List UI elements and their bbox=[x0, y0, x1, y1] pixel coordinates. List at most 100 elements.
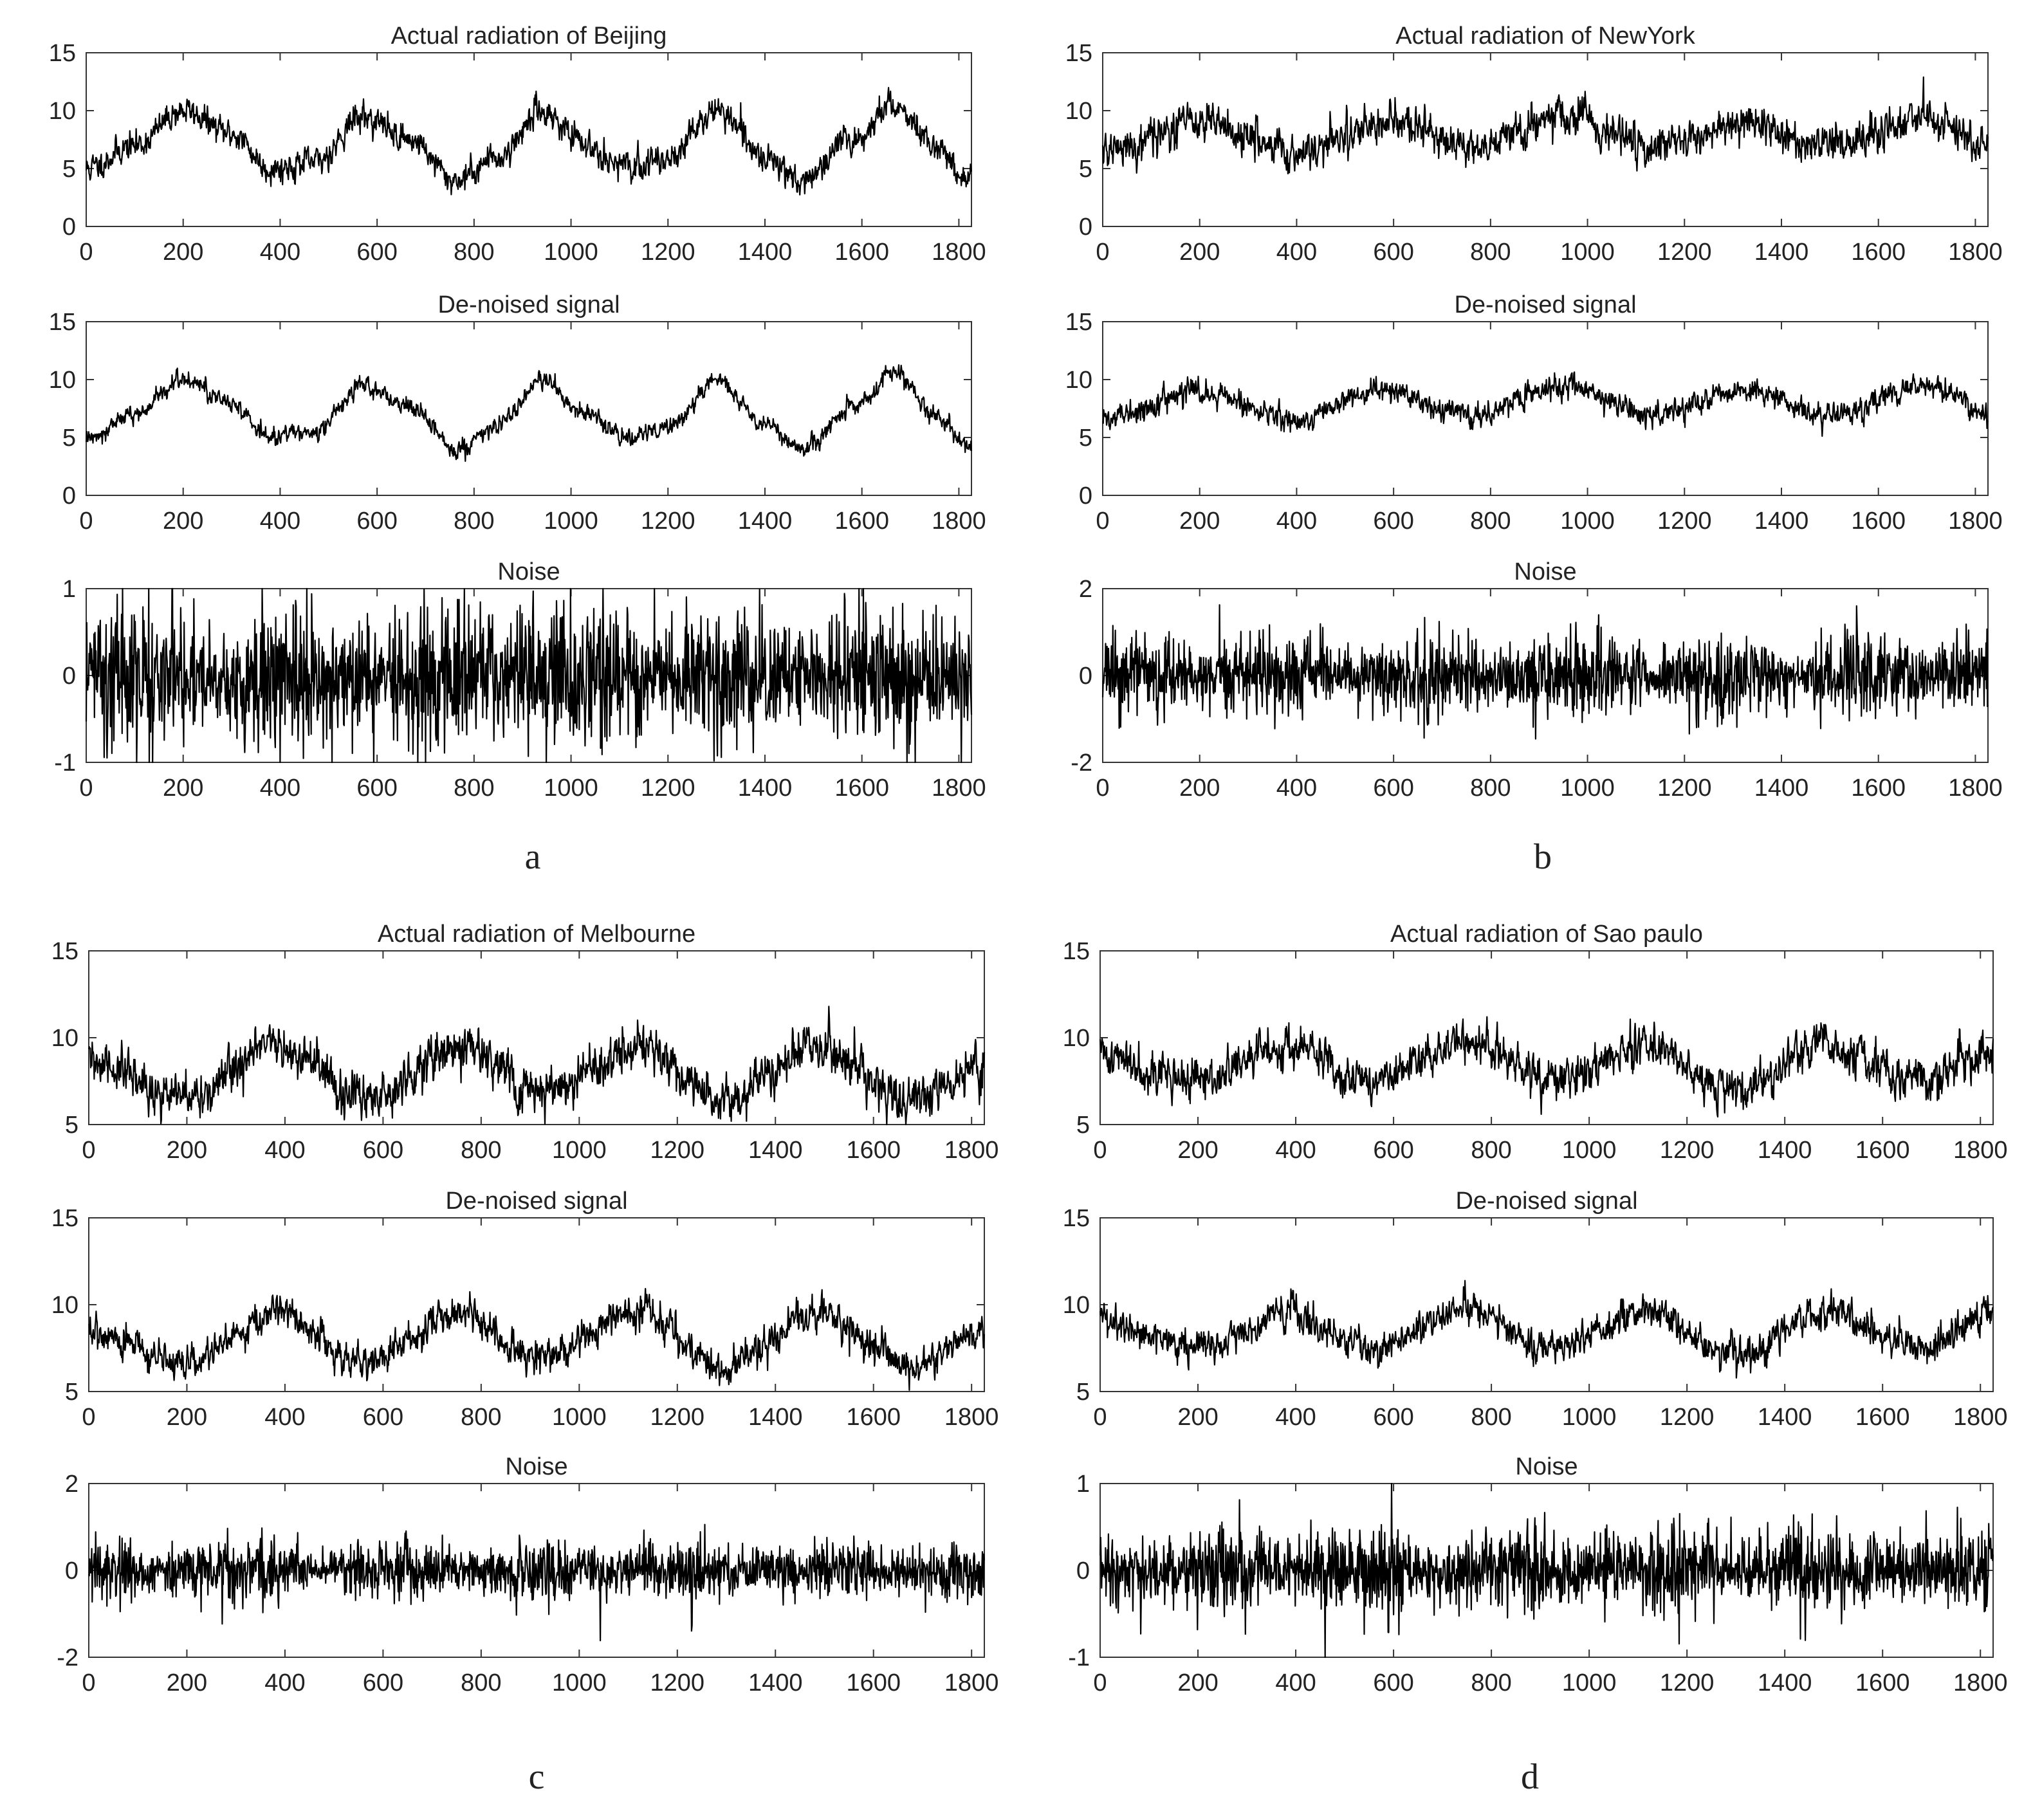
x-tick-label: 1000 bbox=[544, 508, 598, 535]
x-tick-label: 1400 bbox=[1754, 239, 1809, 266]
x-tick-label: 400 bbox=[1276, 508, 1317, 535]
subplot-c-3: Noise 0 200 400 600 800 1000 1200 1400 1600 1800 -2… bbox=[57, 1453, 998, 1696]
y-tick-label: 10 bbox=[1063, 1025, 1090, 1052]
x-tick-label: 0 bbox=[1096, 508, 1109, 535]
x-tick-label: 400 bbox=[1275, 1404, 1316, 1431]
x-tick-label: 1800 bbox=[1953, 1669, 2008, 1696]
x-tick-label: 400 bbox=[260, 775, 300, 802]
subplot-b-2: De-noised signal 0 200 400 600 800 1000 1200 140… bbox=[1065, 291, 2003, 535]
x-tick-label: 0 bbox=[1096, 239, 1109, 266]
subplot-b-1: Actual radiation of NewYork 0 200 400 600 800… bbox=[1065, 23, 2003, 266]
x-tick-label: 1000 bbox=[544, 775, 598, 802]
x-tick-label: 800 bbox=[461, 1137, 501, 1164]
x-tick-label: 1000 bbox=[1560, 239, 1615, 266]
x-tick-label: 1000 bbox=[552, 1669, 607, 1696]
x-tick-label: 600 bbox=[1373, 1137, 1413, 1164]
x-tick-label: 1200 bbox=[650, 1669, 705, 1696]
x-tick-label: 1400 bbox=[748, 1404, 803, 1431]
x-tick-label: 800 bbox=[1471, 1137, 1511, 1164]
subplot-b-3: Noise 0 200 400 600 800 1000 1200 1400 1600 1800 -2… bbox=[1071, 558, 2002, 802]
subplot-title: De-noised signal bbox=[1455, 1188, 1637, 1215]
y-tick-label: 15 bbox=[1063, 938, 1090, 965]
x-tick-label: 1400 bbox=[738, 508, 793, 535]
x-tick-label: 1200 bbox=[1660, 1669, 1715, 1696]
x-tick-label: 800 bbox=[1471, 1404, 1511, 1431]
x-tick-label: 1000 bbox=[552, 1137, 607, 1164]
x-tick-label: 200 bbox=[167, 1404, 207, 1431]
x-tick-label: 1200 bbox=[641, 508, 695, 535]
series-line bbox=[1099, 1482, 1994, 1659]
series-line bbox=[87, 1006, 986, 1126]
x-tick-label: 1800 bbox=[944, 1137, 999, 1164]
x-tick-label: 1800 bbox=[1948, 775, 2003, 802]
axes-frame bbox=[1099, 1217, 1994, 1392]
x-tick-label: 400 bbox=[264, 1669, 305, 1696]
subplot-d-2: De-noised signal 0 200 400 600 800 1000 1200 140… bbox=[1063, 1188, 2008, 1431]
x-tick-label: 200 bbox=[163, 508, 203, 535]
series-line bbox=[1101, 371, 1989, 437]
y-tick-label: -1 bbox=[1068, 1644, 1090, 1671]
x-tick-label: 400 bbox=[1276, 239, 1317, 266]
x-tick-label: 0 bbox=[82, 1137, 95, 1164]
subplot-title: Noise bbox=[1515, 1453, 1578, 1480]
x-tick-label: 1600 bbox=[1855, 1669, 1910, 1696]
x-tick-label: 1000 bbox=[1560, 508, 1615, 535]
y-tick-label: 15 bbox=[51, 1205, 78, 1232]
x-tick-label: 1800 bbox=[1948, 508, 2003, 535]
x-tick-label: 1200 bbox=[641, 239, 695, 266]
series-line bbox=[85, 87, 973, 196]
y-tick-label: -2 bbox=[1071, 749, 1092, 777]
y-tick-label: 5 bbox=[1076, 1112, 1090, 1139]
x-tick-label: 1400 bbox=[1758, 1404, 1812, 1431]
series-line bbox=[1099, 1280, 1994, 1379]
y-tick-label: 10 bbox=[1065, 367, 1092, 394]
subplot-title: De-noised signal bbox=[437, 291, 620, 318]
axes-frame bbox=[86, 52, 972, 227]
x-tick-label: 600 bbox=[363, 1669, 403, 1696]
x-tick-label: 0 bbox=[82, 1669, 95, 1696]
y-tick-label: 5 bbox=[62, 425, 76, 452]
x-tick-label: 800 bbox=[1471, 1669, 1511, 1696]
x-tick-label: 600 bbox=[363, 1404, 403, 1431]
x-tick-label: 1600 bbox=[1851, 239, 1906, 266]
x-tick-label: 1000 bbox=[1562, 1669, 1617, 1696]
subplot-title: Noise bbox=[497, 558, 560, 585]
x-tick-label: 200 bbox=[1177, 1404, 1218, 1431]
x-tick-label: 800 bbox=[461, 1404, 501, 1431]
x-tick-label: 0 bbox=[1093, 1669, 1107, 1696]
x-tick-label: 200 bbox=[1179, 239, 1220, 266]
series-line bbox=[87, 1523, 986, 1642]
series-line bbox=[1101, 76, 1989, 175]
x-tick-label: 1400 bbox=[1758, 1137, 1812, 1164]
x-tick-label: 400 bbox=[260, 508, 300, 535]
subplot-title: Actual radiation of Melbourne bbox=[378, 921, 695, 948]
x-tick-label: 400 bbox=[264, 1404, 305, 1431]
series-line bbox=[85, 587, 973, 764]
subplot-title: Actual radiation of Beijing bbox=[391, 23, 667, 50]
y-tick-label: 15 bbox=[49, 40, 76, 67]
x-tick-label: 600 bbox=[363, 1137, 403, 1164]
x-tick-label: 1600 bbox=[1855, 1404, 1910, 1431]
x-tick-label: 600 bbox=[1373, 1404, 1413, 1431]
series-line bbox=[88, 1288, 986, 1391]
y-tick-label: 1 bbox=[62, 576, 76, 603]
x-tick-label: 0 bbox=[1096, 775, 1109, 802]
x-tick-label: 400 bbox=[1275, 1669, 1316, 1696]
x-tick-label: 1800 bbox=[932, 508, 986, 535]
x-tick-label: 0 bbox=[79, 239, 93, 266]
y-tick-label: 0 bbox=[65, 1558, 78, 1585]
x-tick-label: 1800 bbox=[1948, 239, 2003, 266]
y-tick-label: 15 bbox=[1063, 1205, 1090, 1232]
x-tick-label: 1000 bbox=[544, 239, 598, 266]
y-tick-label: 5 bbox=[65, 1112, 78, 1139]
x-tick-label: 1200 bbox=[1660, 1137, 1715, 1164]
x-tick-label: 600 bbox=[356, 775, 397, 802]
y-tick-label: 0 bbox=[1079, 663, 1092, 690]
x-tick-label: 1400 bbox=[1754, 508, 1809, 535]
y-tick-label: 5 bbox=[1079, 425, 1092, 452]
x-tick-label: 1400 bbox=[738, 775, 793, 802]
y-tick-label: 5 bbox=[62, 156, 76, 183]
x-tick-label: 200 bbox=[1177, 1669, 1218, 1696]
x-tick-label: 1200 bbox=[1657, 775, 1712, 802]
